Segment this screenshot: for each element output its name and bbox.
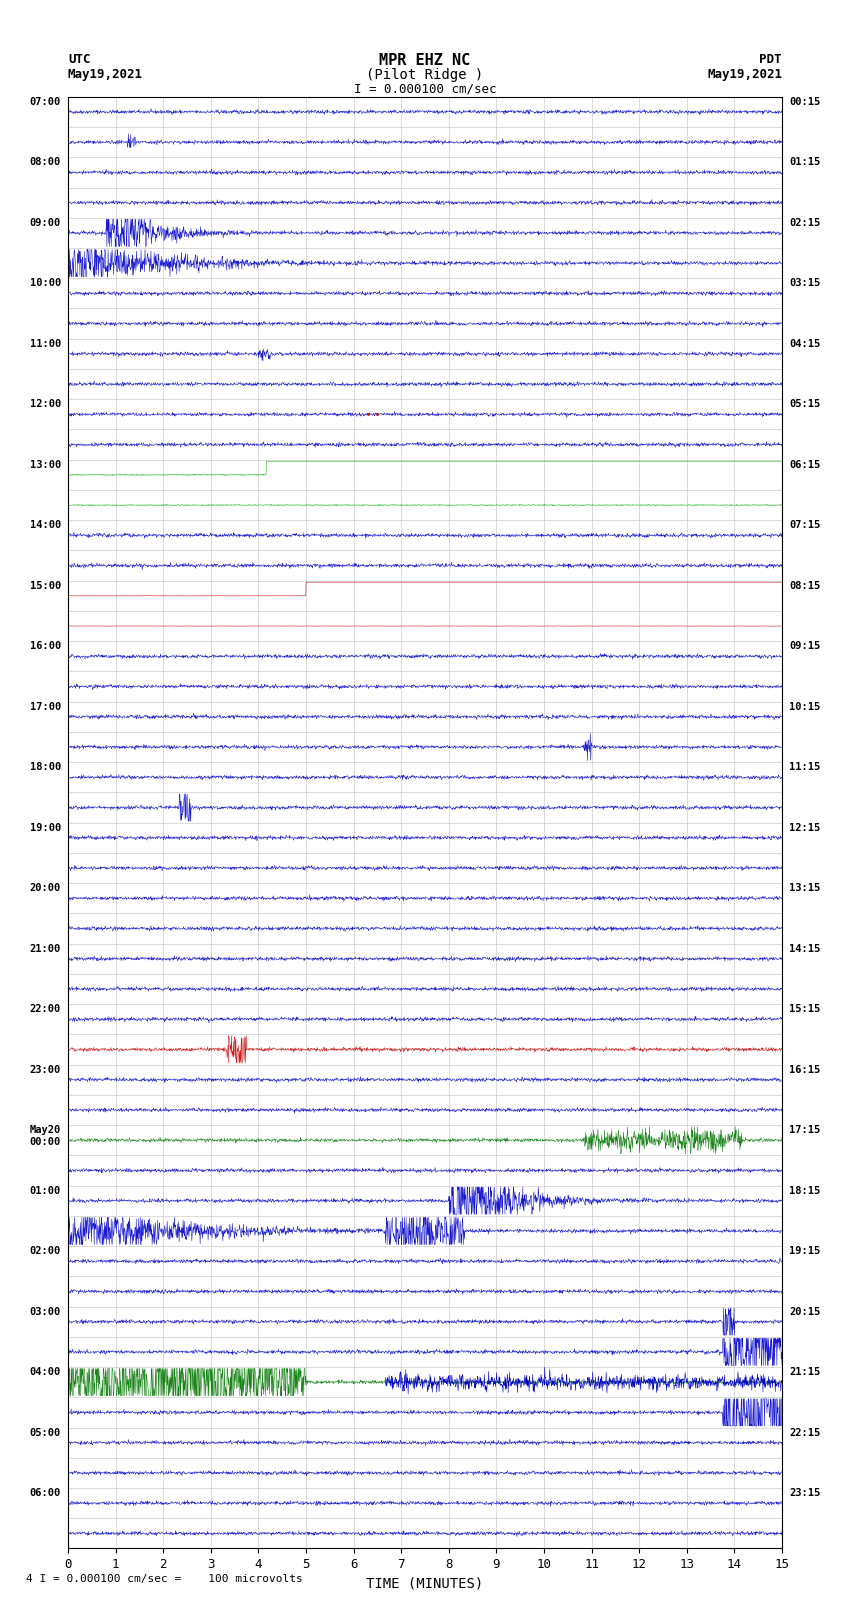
Text: 16:00: 16:00: [30, 642, 61, 652]
Text: 08:15: 08:15: [789, 581, 820, 590]
Text: 07:00: 07:00: [30, 97, 61, 106]
Text: 06:15: 06:15: [789, 460, 820, 469]
X-axis label: TIME (MINUTES): TIME (MINUTES): [366, 1578, 484, 1590]
Text: 03:15: 03:15: [789, 279, 820, 289]
Text: 17:15: 17:15: [789, 1126, 820, 1136]
Text: 16:15: 16:15: [789, 1065, 820, 1074]
Text: 11:15: 11:15: [789, 763, 820, 773]
Text: 14:15: 14:15: [789, 944, 820, 953]
Text: 09:00: 09:00: [30, 218, 61, 227]
Text: 20:00: 20:00: [30, 884, 61, 894]
Text: 23:15: 23:15: [789, 1487, 820, 1498]
Text: 01:00: 01:00: [30, 1186, 61, 1195]
Text: 21:15: 21:15: [789, 1368, 820, 1378]
Text: 14:00: 14:00: [30, 521, 61, 531]
Text: 19:15: 19:15: [789, 1245, 820, 1257]
Text: 17:00: 17:00: [30, 702, 61, 711]
Text: 01:15: 01:15: [789, 158, 820, 168]
Text: 07:15: 07:15: [789, 521, 820, 531]
Text: 05:00: 05:00: [30, 1428, 61, 1437]
Text: 15:15: 15:15: [789, 1003, 820, 1015]
Text: 12:15: 12:15: [789, 823, 820, 832]
Text: 20:15: 20:15: [789, 1307, 820, 1316]
Text: 19:00: 19:00: [30, 823, 61, 832]
Text: May19,2021: May19,2021: [707, 68, 782, 81]
Text: May19,2021: May19,2021: [68, 68, 143, 81]
Text: 13:15: 13:15: [789, 884, 820, 894]
Text: MPR EHZ NC: MPR EHZ NC: [379, 53, 471, 68]
Text: 10:00: 10:00: [30, 279, 61, 289]
Text: 18:15: 18:15: [789, 1186, 820, 1195]
Text: 04:15: 04:15: [789, 339, 820, 348]
Text: 12:00: 12:00: [30, 400, 61, 410]
Text: 18:00: 18:00: [30, 763, 61, 773]
Text: I = 0.000100 cm/sec: I = 0.000100 cm/sec: [354, 82, 496, 95]
Text: 22:15: 22:15: [789, 1428, 820, 1437]
Text: 10:15: 10:15: [789, 702, 820, 711]
Text: 06:00: 06:00: [30, 1487, 61, 1498]
Text: 11:00: 11:00: [30, 339, 61, 348]
Text: 23:00: 23:00: [30, 1065, 61, 1074]
Text: 13:00: 13:00: [30, 460, 61, 469]
Text: 15:00: 15:00: [30, 581, 61, 590]
Text: 05:15: 05:15: [789, 400, 820, 410]
Text: 09:15: 09:15: [789, 642, 820, 652]
Text: PDT: PDT: [760, 53, 782, 66]
Text: 08:00: 08:00: [30, 158, 61, 168]
Text: 21:00: 21:00: [30, 944, 61, 953]
Text: 4 I = 0.000100 cm/sec =    100 microvolts: 4 I = 0.000100 cm/sec = 100 microvolts: [26, 1574, 303, 1584]
Text: 02:15: 02:15: [789, 218, 820, 227]
Text: 02:00: 02:00: [30, 1245, 61, 1257]
Text: UTC: UTC: [68, 53, 90, 66]
Text: 22:00: 22:00: [30, 1003, 61, 1015]
Text: May20
00:00: May20 00:00: [30, 1126, 61, 1147]
Text: (Pilot Ridge ): (Pilot Ridge ): [366, 68, 484, 82]
Text: 00:15: 00:15: [789, 97, 820, 106]
Text: 03:00: 03:00: [30, 1307, 61, 1316]
Text: 04:00: 04:00: [30, 1368, 61, 1378]
